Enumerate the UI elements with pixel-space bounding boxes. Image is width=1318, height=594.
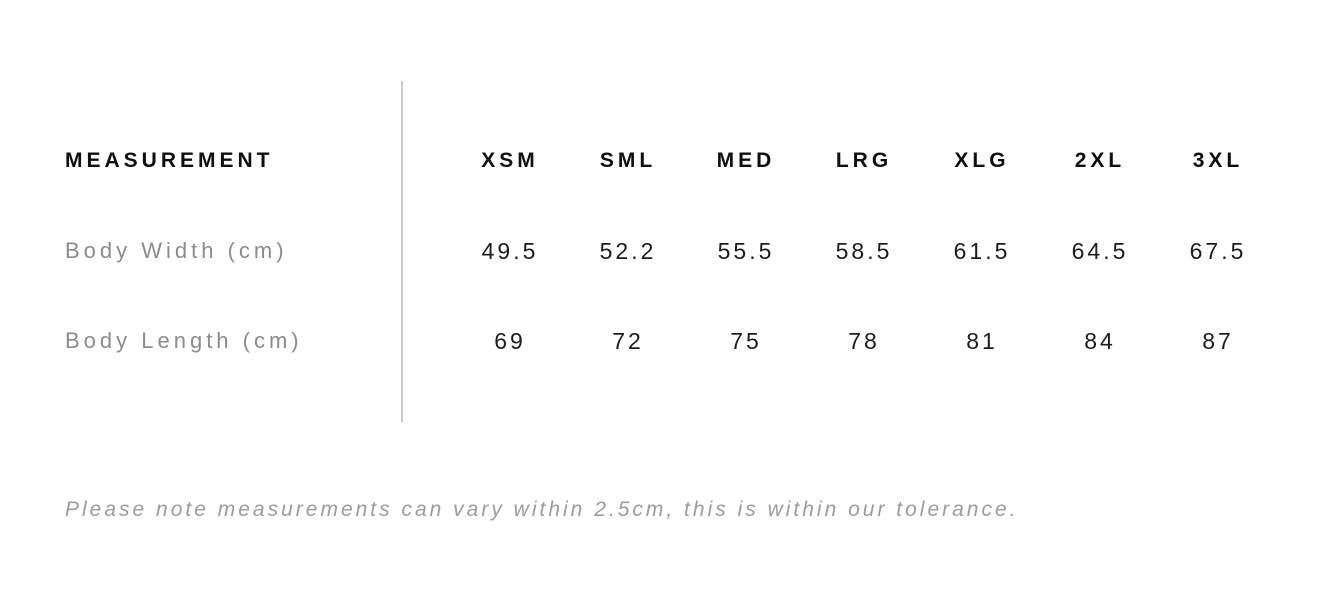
body-length-value-2xl: 84 xyxy=(1084,327,1116,354)
body-width-value-2xl: 64.5 xyxy=(1071,237,1129,264)
body-width-value-xlg: 61.5 xyxy=(953,237,1011,264)
body-length-value-xlg: 81 xyxy=(966,327,998,354)
row-label-body-length: Body Length (cm) xyxy=(65,328,303,353)
body-length-value-med: 75 xyxy=(730,327,762,354)
body-width-value-xsm: 49.5 xyxy=(481,237,539,264)
size-chart-table: MEASUREMENT XSM SML MED LRG XLG 2XL 3XL … xyxy=(0,116,1318,386)
vertical-divider xyxy=(401,81,403,422)
body-length-value-sml: 72 xyxy=(612,327,644,354)
column-header-size-3xl: 3XL xyxy=(1192,149,1244,172)
body-length-value-3xl: 87 xyxy=(1202,327,1234,354)
body-width-value-sml: 52.2 xyxy=(599,237,657,264)
body-width-value-3xl: 67.5 xyxy=(1189,237,1247,264)
body-length-value-xsm: 69 xyxy=(494,327,526,354)
column-header-size-xsm: XSM xyxy=(481,149,539,172)
tolerance-note: Please note measurements can vary within… xyxy=(65,498,1019,521)
column-header-size-xlg: XLG xyxy=(954,149,1010,172)
body-length-value-lrg: 78 xyxy=(848,327,880,354)
row-label-body-width: Body Width (cm) xyxy=(65,238,288,263)
body-width-value-lrg: 58.5 xyxy=(835,237,893,264)
column-header-size-2xl: 2XL xyxy=(1074,149,1126,172)
column-header-size-med: MED xyxy=(716,149,776,172)
column-header-size-lrg: LRG xyxy=(835,149,893,172)
column-header-size-sml: SML xyxy=(599,149,657,172)
body-width-value-med: 55.5 xyxy=(717,237,775,264)
column-header-measurement: MEASUREMENT xyxy=(65,149,274,172)
